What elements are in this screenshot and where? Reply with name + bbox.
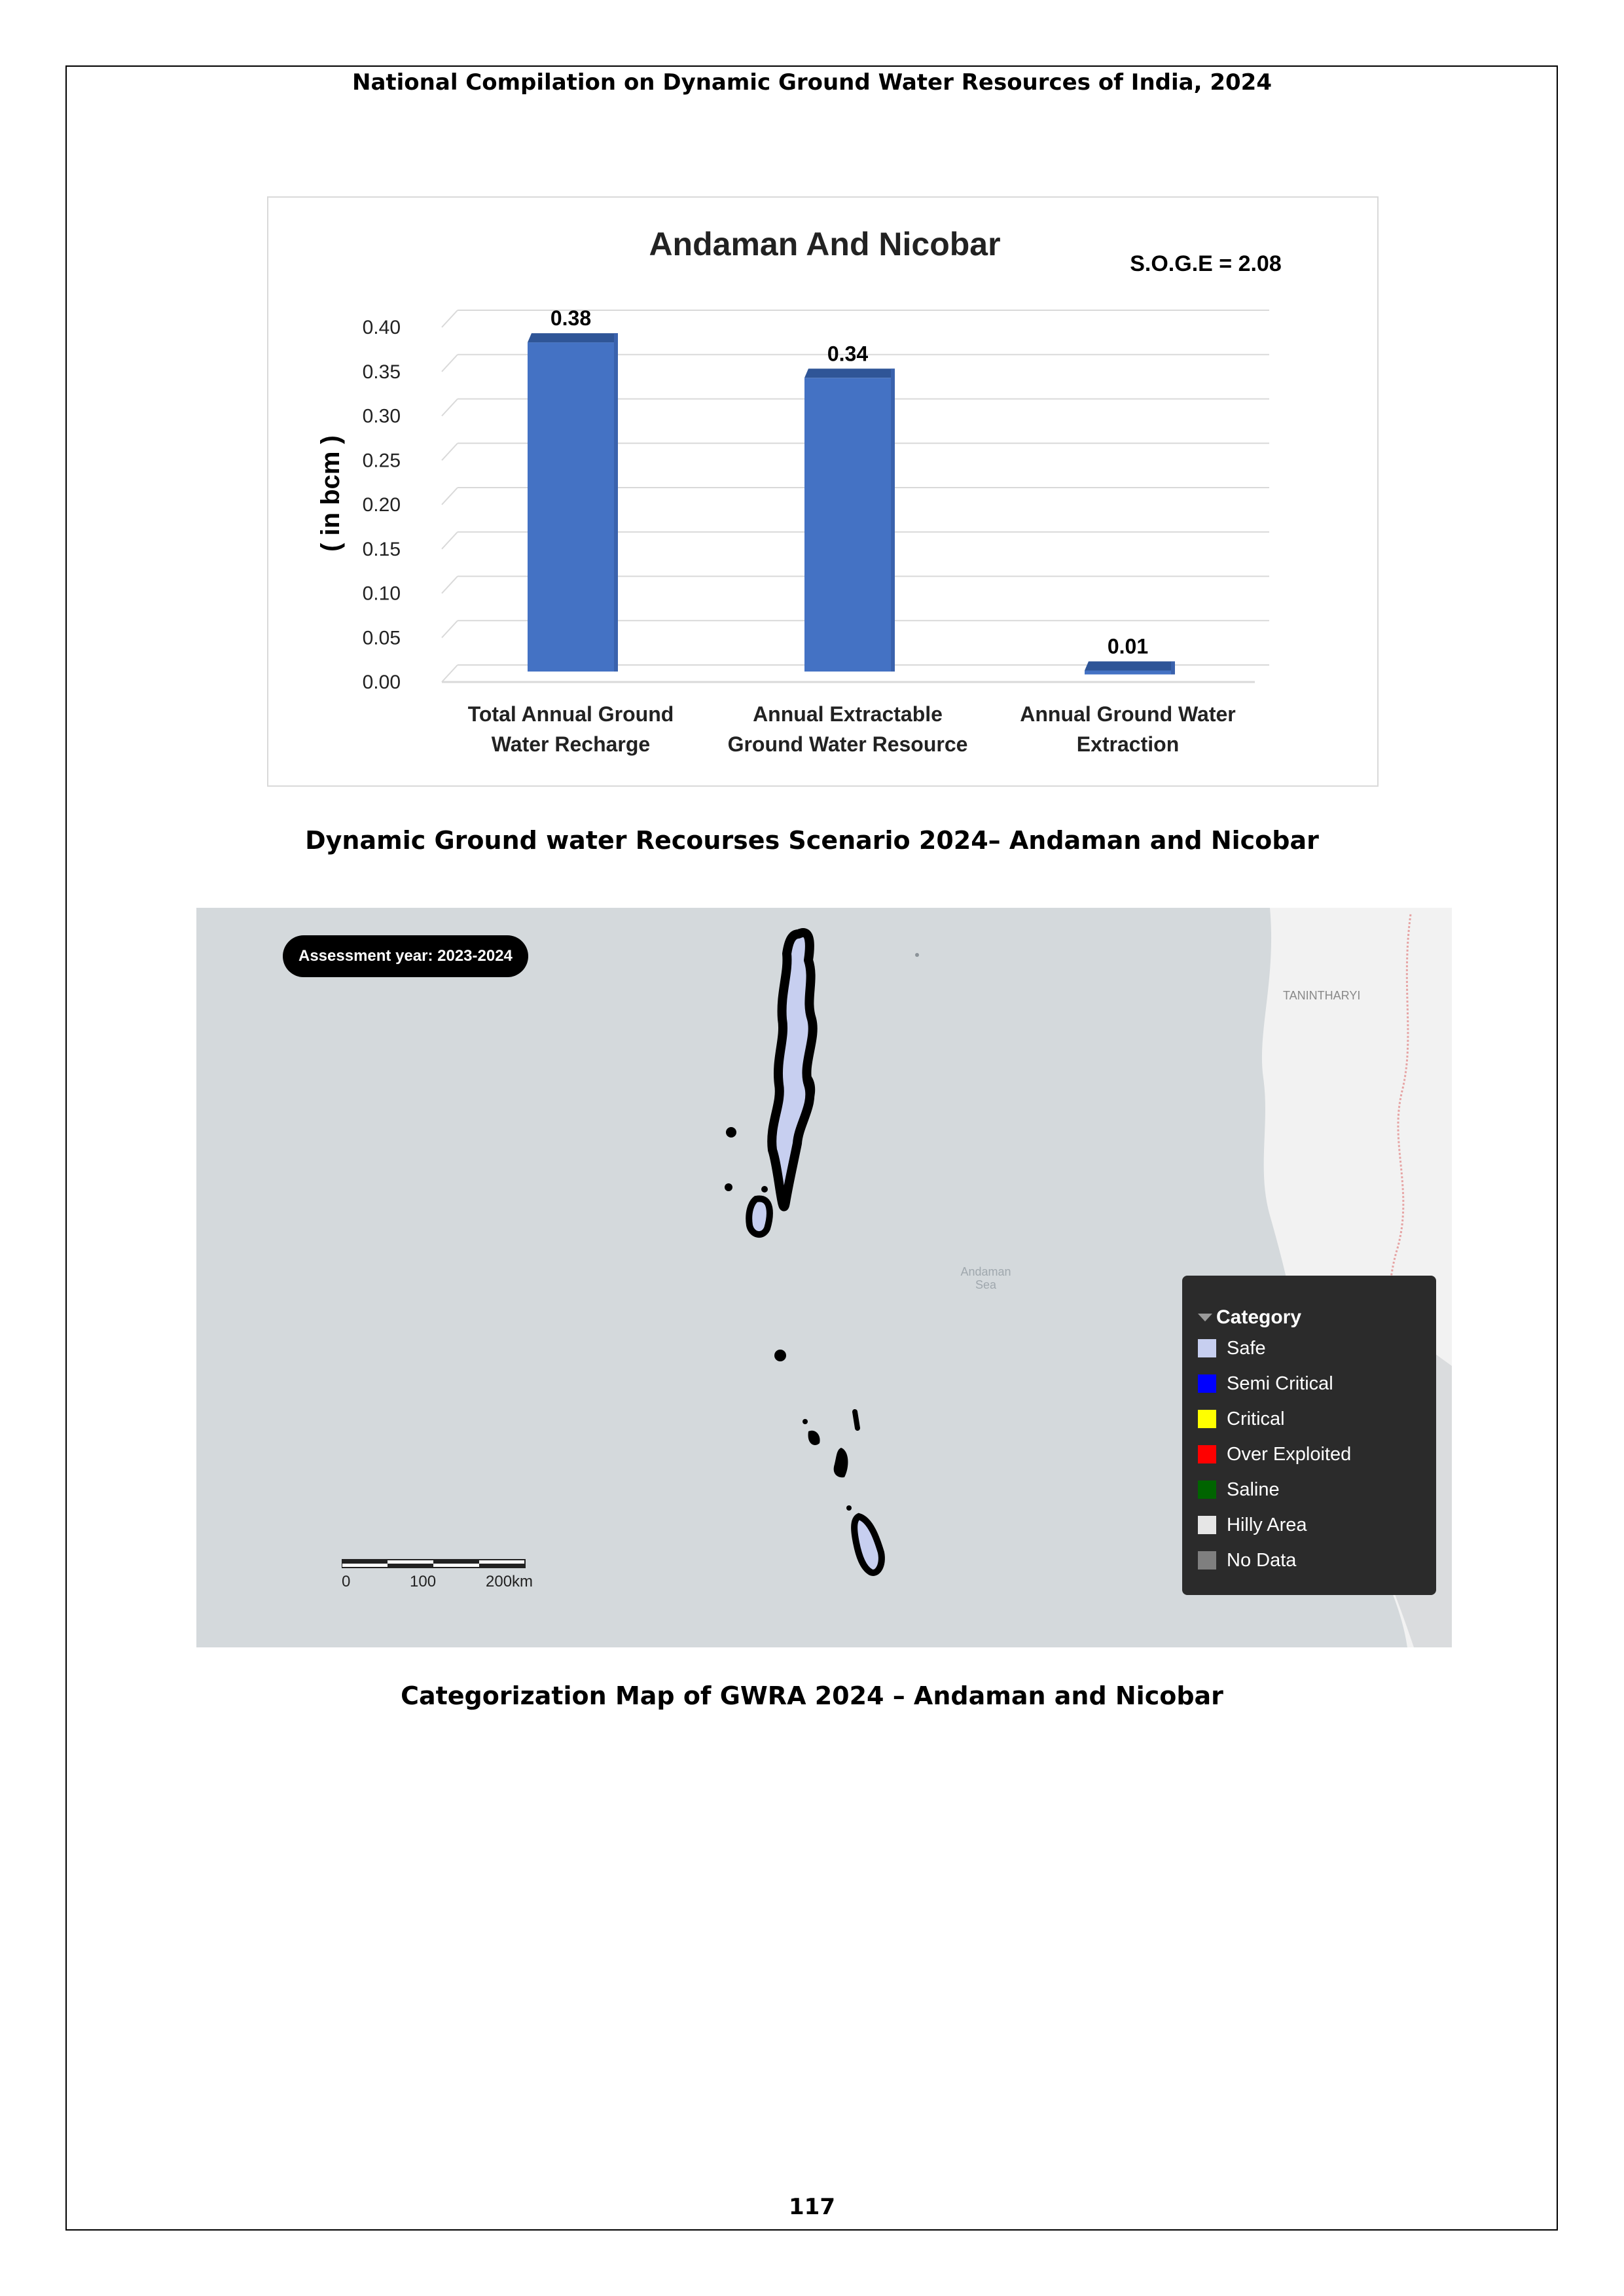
scale-label-200km: 200km xyxy=(486,1573,533,1590)
legend-item: Hilly Area xyxy=(1198,1507,1436,1543)
scale-bar: 0 100 200km xyxy=(342,1557,533,1603)
bar-side xyxy=(891,368,895,672)
chart-svg: Andaman And Nicobar S.O.G.E = 2.08 ( in … xyxy=(316,226,1282,756)
collapse-triangle-icon[interactable] xyxy=(1198,1314,1212,1321)
y-tick-label: 0.30 xyxy=(363,406,401,427)
sea-label-1: Andaman xyxy=(960,1265,1011,1278)
chart-title: Andaman And Nicobar xyxy=(649,226,1000,262)
soge-annotation: S.O.G.E = 2.08 xyxy=(1130,251,1282,276)
scale-label-100: 100 xyxy=(410,1573,437,1590)
y-tick-labels: 0.00 0.05 0.10 0.15 0.20 0.25 0.30 0.35 0.40 xyxy=(363,317,401,693)
legend-item: Over Exploited xyxy=(1198,1437,1436,1472)
gridline-depth xyxy=(441,398,458,417)
legend-item: No Data xyxy=(1198,1543,1436,1578)
y-tick-label: 0.10 xyxy=(363,583,401,605)
north-andaman-islands xyxy=(725,928,919,1238)
gridline-depth xyxy=(441,531,458,550)
bars: 0.38 0.34 0.01 xyxy=(528,306,1175,675)
bar-side xyxy=(614,333,618,672)
legend-items: Safe Semi Critical Critical Over Exploited S… xyxy=(1198,1331,1436,1578)
legend-label: Hilly Area xyxy=(1227,1514,1307,1535)
category-label: Water Recharge xyxy=(492,732,650,756)
assessment-year-badge: Assessment year: 2023-2024 xyxy=(283,935,528,977)
nicobar-islands xyxy=(774,1350,885,1576)
legend-swatch xyxy=(1198,1551,1216,1570)
y-tick-label: 0.35 xyxy=(363,361,401,383)
bar-top xyxy=(1085,661,1175,671)
gridline-depth xyxy=(441,442,458,461)
data-label: 0.34 xyxy=(827,342,868,365)
category-label: Total Annual Ground xyxy=(468,702,674,726)
y-tick-label: 0.25 xyxy=(363,450,401,471)
chart-caption: Dynamic Ground water Recourses Scenario … xyxy=(305,826,1319,855)
gridline-depth xyxy=(441,620,458,638)
category-label: Ground Water Resource xyxy=(728,732,968,756)
bar xyxy=(528,342,614,672)
bar-top xyxy=(528,333,618,343)
gridline-depth xyxy=(441,310,458,328)
bar-side xyxy=(1171,661,1175,675)
category-label: Extraction xyxy=(1077,732,1179,756)
page-number: 117 xyxy=(789,2194,835,2220)
page-border xyxy=(65,65,1558,2231)
data-label: 0.01 xyxy=(1108,634,1148,658)
map-legend[interactable]: Category Safe Semi Critical Critical Over E… xyxy=(1182,1276,1436,1595)
scale-bar-graphic xyxy=(342,1559,526,1568)
bar-top xyxy=(804,368,895,378)
map-caption: Categorization Map of GWRA 2024 – Andama… xyxy=(401,1681,1223,1710)
legend-swatch xyxy=(1198,1339,1216,1357)
y-tick-label: 0.15 xyxy=(363,539,401,560)
y-tick-label: 0.00 xyxy=(363,672,401,693)
legend-swatch xyxy=(1198,1410,1216,1428)
bar-chart: Andaman And Nicobar S.O.G.E = 2.08 ( in … xyxy=(267,196,1379,787)
y-tick-label: 0.20 xyxy=(363,494,401,516)
y-tick-label: 0.40 xyxy=(363,317,401,338)
running-header: National Compilation on Dynamic Ground W… xyxy=(352,69,1272,96)
legend-item: Semi Critical xyxy=(1198,1366,1436,1401)
sea-label-2: Sea xyxy=(975,1278,997,1291)
y-tick-label: 0.05 xyxy=(363,627,401,649)
category-label: Annual Extractable xyxy=(753,702,943,726)
gridline-depth xyxy=(441,664,458,683)
bar xyxy=(1085,670,1171,675)
legend-swatch xyxy=(1198,1445,1216,1463)
legend-header[interactable]: Category xyxy=(1198,1304,1436,1331)
category-label: Annual Ground Water xyxy=(1020,702,1235,726)
gridline-depth xyxy=(441,575,458,594)
gridline-depth xyxy=(441,487,458,505)
legend-swatch xyxy=(1198,1516,1216,1534)
data-label: 0.38 xyxy=(550,306,591,330)
legend-label: Semi Critical xyxy=(1227,1372,1333,1394)
legend-label: No Data xyxy=(1227,1549,1297,1571)
scale-label-0: 0 xyxy=(342,1573,351,1590)
legend-swatch xyxy=(1198,1374,1216,1393)
category-labels: Total Annual Ground Water Recharge Annual … xyxy=(468,702,1236,756)
categorization-map: TANINTHARYI Andaman Sea Assessment year:… xyxy=(196,908,1452,1647)
legend-label: Saline xyxy=(1227,1479,1280,1500)
legend-item: Saline xyxy=(1198,1472,1436,1507)
gridline-depth xyxy=(441,354,458,372)
region-label: TANINTHARYI xyxy=(1283,989,1360,1002)
legend-label: Over Exploited xyxy=(1227,1443,1352,1465)
legend-swatch xyxy=(1198,1480,1216,1499)
legend-item: Critical xyxy=(1198,1401,1436,1437)
y-axis-label: ( in bcm ) xyxy=(316,435,345,552)
legend-label: Critical xyxy=(1227,1408,1285,1429)
bar xyxy=(804,378,891,672)
legend-label: Safe xyxy=(1227,1337,1266,1359)
legend-item: Safe xyxy=(1198,1331,1436,1366)
legend-title: Category xyxy=(1216,1306,1302,1328)
